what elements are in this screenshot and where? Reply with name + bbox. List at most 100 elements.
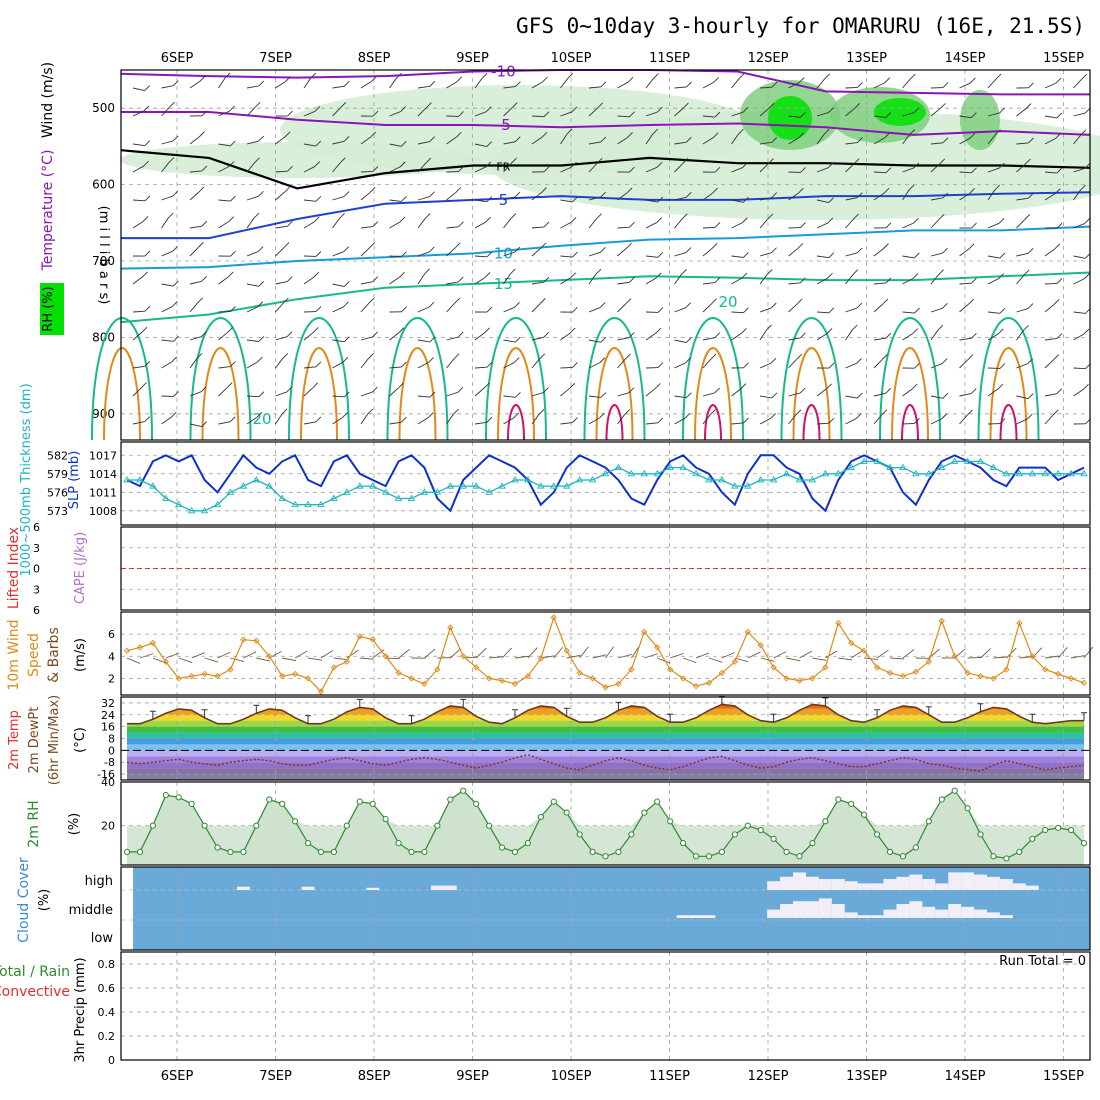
slp-thickness-panel: 1008 1011 1014 1017 573 576 579 582 1000~500mb T… <box>19 383 1091 577</box>
wind-barb <box>969 132 976 139</box>
wind-barb <box>484 272 491 278</box>
wind-barb <box>600 81 607 88</box>
wind-barb <box>942 302 948 309</box>
wind-barb <box>1024 214 1031 220</box>
date-top: 7SEP <box>259 51 292 66</box>
rh-point <box>498 844 506 851</box>
wind-barb <box>189 225 202 229</box>
wind-barb <box>742 162 748 168</box>
wind-barb <box>173 335 179 342</box>
wind-barb <box>230 306 236 312</box>
wind-barb <box>531 281 544 285</box>
wind-barb <box>425 157 432 164</box>
precip-frame <box>120 951 1091 1061</box>
thickness-point <box>834 469 843 477</box>
wind-barb <box>771 247 777 254</box>
wind-barb <box>1073 134 1082 145</box>
wind-barb <box>486 306 493 313</box>
wind-barb <box>883 243 889 249</box>
wind-barb <box>1073 278 1085 285</box>
wind-barb <box>283 297 289 304</box>
wind-point <box>848 639 855 647</box>
wind-barb <box>144 195 151 202</box>
wind-point <box>563 647 570 654</box>
rh-point <box>1042 826 1049 834</box>
surface-barb <box>333 657 348 661</box>
wind-barb <box>560 422 573 425</box>
wind-barb <box>702 226 716 229</box>
wind-barb <box>828 197 835 203</box>
thickness-point <box>149 482 157 489</box>
rh-point <box>266 796 273 803</box>
wind-barb <box>731 222 743 229</box>
wind-barb <box>882 354 888 360</box>
wind-barb <box>971 167 977 174</box>
wind-barb <box>1025 158 1031 165</box>
thickness-point <box>731 482 739 489</box>
wind-point <box>304 675 312 682</box>
thickness-point <box>847 463 856 471</box>
wind-barb <box>600 246 606 253</box>
wind-barb <box>902 112 915 117</box>
wind-barb <box>173 391 179 397</box>
rh-point <box>576 831 583 838</box>
wind-barb <box>360 413 369 425</box>
wind-panel: 2 4 6 10m Wind Speed & Barbs (m/s) <box>6 611 1094 696</box>
wind-barb <box>370 76 377 82</box>
wind-barb <box>314 106 321 112</box>
wind-barb <box>503 218 512 229</box>
date-bottom: 10SEP <box>551 1069 592 1084</box>
rh-point <box>628 831 635 838</box>
li-tick: 3 <box>33 583 40 596</box>
rh-point <box>1029 835 1036 842</box>
wind-barb <box>172 190 179 197</box>
cloud-high <box>780 876 794 890</box>
wind-barb <box>446 192 457 201</box>
wind-barb <box>845 418 857 425</box>
date-bottom: 7SEP <box>259 1069 292 1084</box>
wind-barb <box>144 250 151 257</box>
wind-barb <box>873 337 886 341</box>
rh-point <box>744 822 751 829</box>
wind-barb <box>852 269 859 275</box>
wind-barb <box>617 192 628 201</box>
wind-barb <box>856 302 863 309</box>
wind-barb <box>228 161 235 167</box>
wind-barb <box>246 306 258 313</box>
wind-barb <box>510 213 517 219</box>
wind-barb <box>674 339 687 343</box>
wind-barb <box>788 358 798 369</box>
rh-point <box>279 800 286 807</box>
wind-tick: 6 <box>108 628 115 641</box>
wind-barb <box>396 72 402 79</box>
wind-barb <box>201 110 208 117</box>
rh-point <box>292 818 299 825</box>
pressure-tick: 900 <box>92 407 115 421</box>
wind-barb <box>759 218 769 229</box>
wind-barb <box>759 274 768 285</box>
wind-barb <box>902 333 913 341</box>
wind-barb <box>828 307 835 314</box>
wind-barb <box>902 311 915 314</box>
wind-barb <box>768 102 775 109</box>
wind-point <box>421 680 428 688</box>
rh-point <box>809 840 816 847</box>
rh-point <box>149 822 156 829</box>
isotherm-25 <box>497 346 535 441</box>
thickness-point <box>524 476 532 483</box>
surface-barb <box>320 650 334 659</box>
wind-barb <box>714 277 721 283</box>
wind-barb <box>218 276 229 285</box>
wind-barb <box>314 161 321 167</box>
rh-point <box>990 853 997 860</box>
wind-barb <box>731 167 743 173</box>
wind-barb <box>458 166 464 172</box>
wind-barb <box>218 199 231 202</box>
wind-barb <box>428 357 434 363</box>
wind-point <box>537 655 544 662</box>
wind-barb <box>684 412 691 419</box>
upper-air-panel: 500 600 700 800 900 -10 -5 FR 5 10 15 20 20 (m i l l … <box>40 62 1100 441</box>
wind-barb <box>458 221 464 228</box>
wind-barb <box>759 252 772 257</box>
rh-point <box>343 822 350 829</box>
